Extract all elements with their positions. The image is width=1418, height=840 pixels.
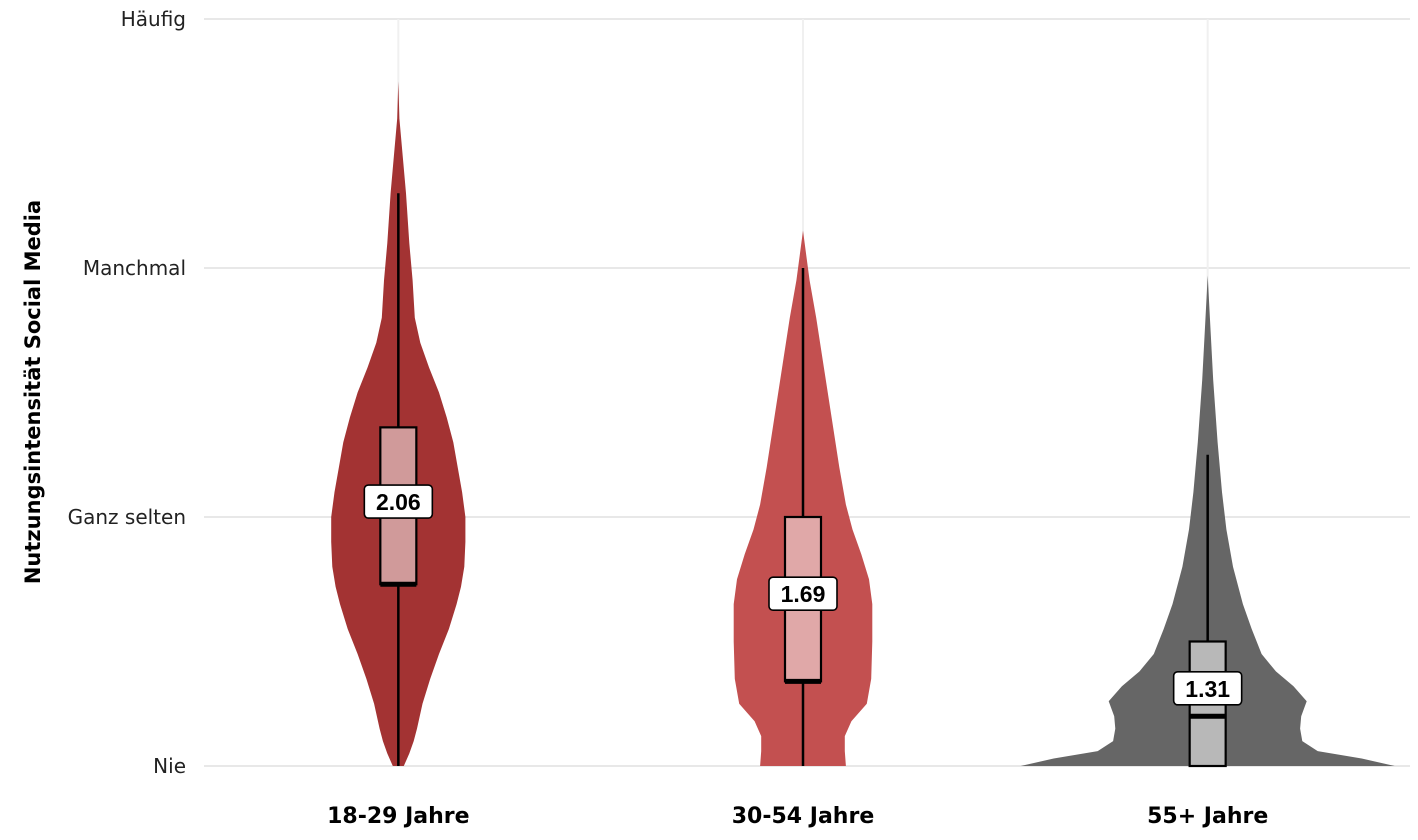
x-tick-label: 18-29 Jahre <box>327 804 469 829</box>
x-tick-label: 30-54 Jahre <box>732 804 874 829</box>
mean-label: 1.69 <box>781 581 826 607</box>
y-tick-label: Ganz selten <box>68 505 186 529</box>
y-axis-title: Nutzungsintensität Social Media <box>21 200 45 584</box>
x-axis-ticks: 18-29 Jahre 30-54 Jahre 55+ Jahre <box>327 804 1268 829</box>
violin-group: 2.06 <box>331 81 466 767</box>
x-tick-label: 55+ Jahre <box>1147 804 1268 829</box>
mean-label-box <box>768 576 838 611</box>
mean-label: 2.06 <box>376 489 421 515</box>
y-axis-ticks: Nie Ganz selten Manchmal Häufig <box>68 7 186 778</box>
y-tick-label: Manchmal <box>83 256 186 280</box>
mean-label: 1.31 <box>1185 676 1230 702</box>
mean-label-box <box>363 484 434 519</box>
violins: 2.06 1.69 1.31 <box>331 81 1395 768</box>
y-tick-label: Häufig <box>121 7 186 31</box>
violin-group: 1.69 <box>733 230 873 767</box>
y-tick-label: Nie <box>153 754 186 778</box>
violin-group: 1.31 <box>1020 275 1395 768</box>
mean-label-box <box>1172 671 1243 706</box>
